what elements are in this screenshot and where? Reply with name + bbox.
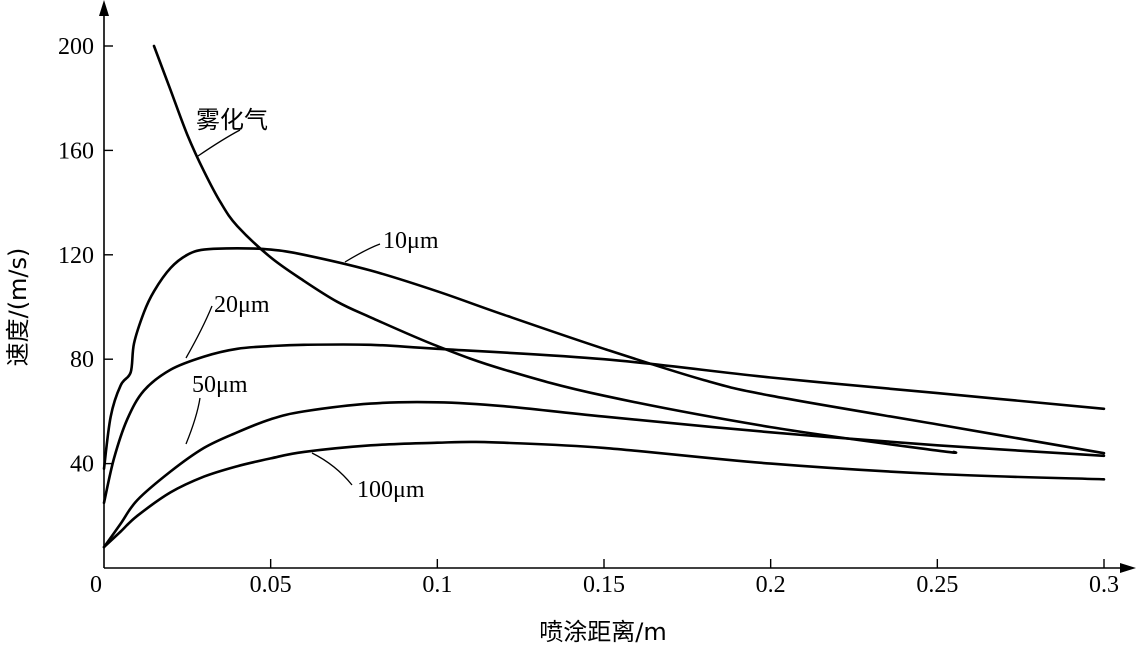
curve-20um (102, 343, 1106, 505)
series-label: 10μm (383, 228, 439, 254)
curve-100um (102, 440, 1106, 549)
y-tick-label: 80 (70, 347, 94, 373)
series-label: 50μm (192, 372, 248, 398)
y-tick-label: 200 (58, 34, 94, 60)
y-axis-title: 速度/(m/s) (4, 248, 32, 367)
x-axis-arrow (1120, 563, 1136, 573)
x-tick-label: 0.05 (250, 572, 292, 598)
axes: 0 (90, 0, 1136, 598)
curve-10um (102, 247, 1106, 471)
series-label-leader (344, 243, 381, 263)
series-label-leader (185, 305, 213, 359)
series-label: 雾化气 (196, 107, 268, 134)
x-tick-label: 0.15 (583, 572, 625, 598)
y-tick-label: 160 (58, 138, 94, 164)
series-curves (102, 44, 1106, 549)
series-label-leader (197, 129, 241, 157)
series-label: 20μm (214, 292, 270, 318)
x-axis-title: 喷涂距离/m (539, 618, 666, 646)
y-tick-label: 40 (70, 452, 94, 478)
atomizing-gas-curve (152, 44, 958, 455)
y-axis-arrow (99, 0, 109, 16)
series-labels: 雾化气 10μm 20μm 50μm 100μm (185, 107, 439, 503)
series-label-leader (185, 397, 201, 445)
series-label: 100μm (357, 477, 425, 503)
series-label-leader (311, 452, 353, 486)
y-tick-label: 120 (58, 243, 94, 269)
x-tick-label: 0.1 (422, 572, 452, 598)
curve-50um (102, 400, 1106, 549)
ticks: 0.05 0.1 0.15 0.2 0.25 0.3 40 80 120 160 200 (58, 34, 1119, 598)
x-tick-label: 0.3 (1089, 572, 1119, 598)
x-origin-tick-label: 0 (90, 572, 102, 598)
x-tick-label: 0.25 (916, 572, 958, 598)
x-tick-label: 0.2 (756, 572, 786, 598)
